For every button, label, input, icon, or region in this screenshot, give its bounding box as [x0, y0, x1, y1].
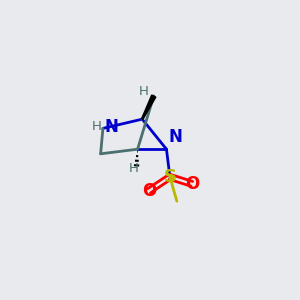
- Text: N: N: [104, 118, 118, 136]
- Text: H: H: [129, 162, 139, 175]
- Polygon shape: [142, 95, 156, 119]
- Text: H: H: [92, 120, 102, 133]
- Text: O: O: [142, 182, 156, 200]
- Text: H: H: [138, 85, 148, 98]
- Text: N: N: [168, 128, 182, 146]
- Text: O: O: [185, 175, 199, 193]
- Text: S: S: [164, 168, 176, 186]
